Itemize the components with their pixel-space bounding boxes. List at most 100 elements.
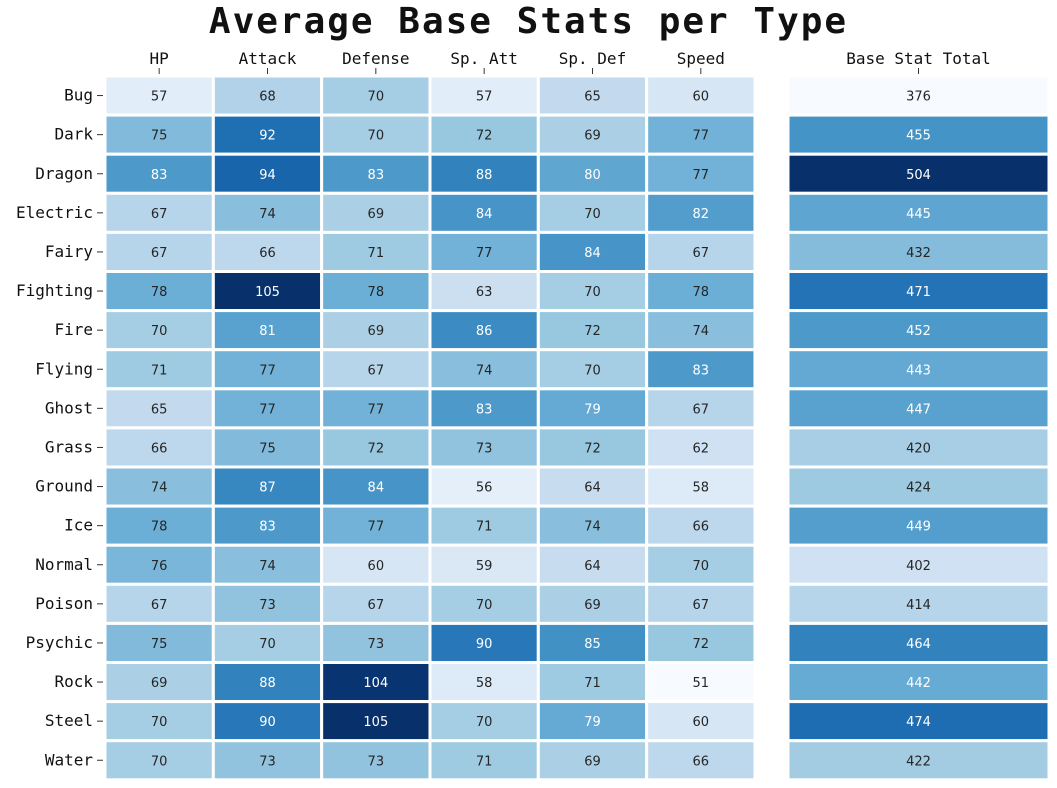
cell-value: 72 — [368, 441, 385, 456]
heatmap-cell — [320, 113, 432, 156]
heatmap-cell — [320, 700, 432, 743]
cell-value: 78 — [151, 520, 168, 535]
cell-value: 90 — [476, 637, 493, 652]
total-value: 420 — [906, 441, 931, 456]
column-label: Attack — [239, 49, 297, 68]
row-label: Grass — [45, 437, 93, 456]
cell-value: 88 — [476, 168, 493, 183]
cell-value: 56 — [476, 481, 493, 496]
heatmap-cell — [428, 504, 540, 547]
cell-value: 67 — [151, 207, 168, 222]
cell-value: 73 — [476, 441, 493, 456]
cell-value: 75 — [151, 637, 168, 652]
total-value: 449 — [906, 520, 931, 535]
heatmap-cell — [320, 270, 432, 313]
cell-value: 66 — [151, 441, 168, 456]
heatmap-cell — [645, 465, 757, 508]
cell-value: 70 — [368, 90, 385, 105]
heatmap-cell — [536, 191, 649, 234]
cell-value: 72 — [584, 441, 601, 456]
cell-value: 75 — [151, 129, 168, 144]
cell-value: 86 — [476, 324, 493, 339]
cell-value: 70 — [151, 754, 168, 769]
total-cell — [786, 621, 1051, 665]
total-cell — [786, 152, 1051, 195]
cell-value: 81 — [259, 324, 276, 339]
heatmap-cell — [645, 152, 757, 195]
chart-title: Average Base Stats per Type — [208, 1, 849, 42]
cell-value: 67 — [693, 598, 710, 613]
total-value: 432 — [906, 246, 931, 261]
heatmap-cell — [320, 152, 432, 195]
heatmap-cell — [536, 739, 649, 782]
cell-value: 85 — [584, 637, 601, 652]
cell-value: 70 — [693, 559, 710, 574]
total-value: 504 — [906, 168, 931, 183]
heatmap-cell — [536, 270, 649, 313]
cell-value: 69 — [151, 676, 168, 691]
heatmap-cell — [645, 504, 757, 547]
cell-value: 69 — [368, 324, 385, 339]
total-cell — [786, 543, 1051, 586]
heatmap-cell — [320, 348, 432, 391]
heatmap-cell — [320, 426, 432, 469]
cell-value: 77 — [476, 246, 493, 261]
cell-value: 70 — [368, 129, 385, 144]
cell-value: 78 — [693, 285, 710, 300]
cell-value: 66 — [693, 754, 710, 769]
column-label: HP — [150, 49, 169, 68]
cell-value: 69 — [584, 754, 601, 769]
cell-value: 69 — [584, 129, 601, 144]
column-label: Speed — [677, 49, 725, 68]
heatmap-cell — [211, 309, 324, 352]
total-cell — [786, 504, 1051, 547]
total-value: 445 — [906, 207, 931, 222]
cell-value: 66 — [259, 246, 276, 261]
total-cell — [786, 426, 1051, 469]
cell-value: 72 — [584, 324, 601, 339]
cell-value: 58 — [693, 481, 710, 496]
heatmap-cell — [645, 270, 757, 313]
row-label: Flying — [35, 359, 93, 378]
total-value: 376 — [906, 90, 931, 105]
total-value: 422 — [906, 754, 931, 769]
cell-value: 70 — [259, 637, 276, 652]
cell-value: 77 — [693, 129, 710, 144]
cell-value: 105 — [255, 285, 280, 300]
row-label: Fairy — [45, 242, 94, 261]
cell-value: 70 — [151, 324, 168, 339]
cell-value: 83 — [368, 168, 385, 183]
total-value: 464 — [906, 637, 931, 652]
cell-value: 74 — [259, 207, 276, 222]
cell-value: 67 — [368, 363, 385, 378]
cell-value: 78 — [151, 285, 168, 300]
cell-value: 57 — [476, 90, 493, 105]
heatmap-cell — [211, 113, 324, 156]
cell-value: 73 — [368, 637, 385, 652]
cell-value: 77 — [259, 363, 276, 378]
heatmap-cell — [428, 426, 540, 469]
cell-value: 73 — [259, 754, 276, 769]
cell-value: 65 — [584, 90, 601, 105]
cell-value: 104 — [363, 676, 388, 691]
cell-value: 90 — [259, 715, 276, 730]
heatmap-cell — [428, 739, 540, 782]
heatmap-cell — [320, 739, 432, 782]
total-value: 443 — [906, 363, 931, 378]
cell-value: 69 — [584, 598, 601, 613]
heatmap-cell — [645, 309, 757, 352]
cell-value: 74 — [259, 559, 276, 574]
cell-value: 74 — [584, 520, 601, 535]
cell-value: 84 — [476, 207, 493, 222]
heatmap-cell — [211, 621, 324, 665]
cell-value: 80 — [584, 168, 601, 183]
total-value: 442 — [906, 676, 931, 691]
heatmap-cell — [428, 191, 540, 234]
heatmap-cell — [536, 426, 649, 469]
row-label: Steel — [45, 711, 93, 730]
cell-value: 77 — [368, 520, 385, 535]
column-label: Defense — [342, 49, 409, 68]
total-cell — [786, 387, 1051, 430]
cell-value: 60 — [368, 559, 385, 574]
cell-value: 64 — [584, 481, 601, 496]
